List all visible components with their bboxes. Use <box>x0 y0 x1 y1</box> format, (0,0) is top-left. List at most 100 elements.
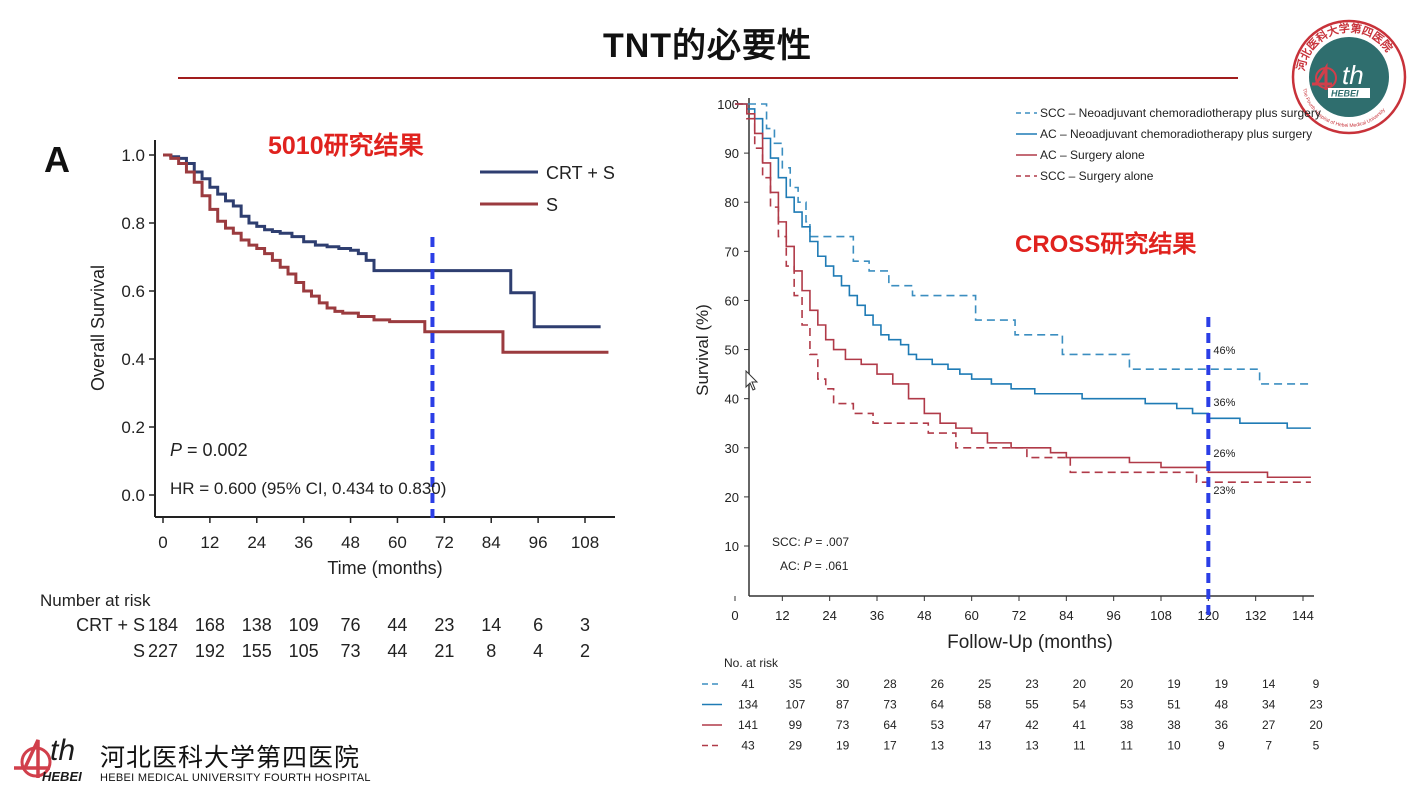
x-tick-label: 48 <box>917 608 931 623</box>
x-tick-label: 48 <box>341 533 360 552</box>
x-tick-label: 108 <box>571 533 599 552</box>
risk-value: 14 <box>481 615 501 635</box>
risk-value: 73 <box>836 718 850 732</box>
risk-value: 2 <box>580 641 590 661</box>
risk-value: 107 <box>785 698 805 712</box>
risk-value: 155 <box>242 641 272 661</box>
mouse-cursor-icon <box>745 370 759 391</box>
x-tick-label: 144 <box>1292 608 1314 623</box>
y-tick-label: 40 <box>725 392 739 407</box>
survival-end-label: 26% <box>1213 448 1235 460</box>
risk-value: 9 <box>1313 677 1320 691</box>
risk-value: 28 <box>883 677 897 691</box>
risk-value: 87 <box>836 698 850 712</box>
svg-text:th: th <box>50 734 75 767</box>
risk-value: 11 <box>1073 739 1086 753</box>
x-tick-label: 0 <box>158 533 167 552</box>
x-tick-label: 60 <box>388 533 407 552</box>
risk-value: 11 <box>1120 739 1133 753</box>
x-tick-label: 72 <box>435 533 454 552</box>
risk-value: 51 <box>1167 698 1181 712</box>
y-tick-label: 0.2 <box>121 418 145 437</box>
risk-value: 184 <box>148 615 178 635</box>
y-tick-label: 0.4 <box>121 350 145 369</box>
legend-label: AC – Neoadjuvant chemoradiotherapy plus … <box>1040 127 1312 141</box>
legend-label: S <box>546 195 558 215</box>
risk-row-name: CRT + S <box>76 615 145 635</box>
survival-end-label: 36% <box>1213 397 1235 409</box>
p-value-label: P = 0.002 <box>170 440 248 460</box>
risk-table-label: Number at risk <box>40 591 151 610</box>
risk-value: 19 <box>836 739 850 753</box>
risk-value: 13 <box>931 739 945 753</box>
x-tick-label: 84 <box>1059 608 1073 623</box>
hospital-seal-logo: 河北医科大学第四医院 The Fourth Hospital of Hebei … <box>1291 19 1407 135</box>
survival-curve-2 <box>735 103 1311 479</box>
risk-value: 7 <box>1265 739 1272 753</box>
hospital-name-en: HEBEI MEDICAL UNIVERSITY FOURTH HOSPITAL <box>100 772 371 784</box>
risk-value: 54 <box>1073 698 1087 712</box>
kaplan-meier-cross-chart: 10 20 30 40 50 60 70 80 90 100 0 12 24 36 48 60 72 84 96 10… <box>693 97 1323 753</box>
risk-value: 3 <box>580 615 590 635</box>
risk-value: 36 <box>1215 718 1229 732</box>
p-value-label: SCC: P = .007 <box>772 535 849 549</box>
survival-curve-s <box>163 153 609 354</box>
y-axis-label: Overall Survival <box>88 265 108 391</box>
risk-value: 48 <box>1215 698 1229 712</box>
y-tick-label: 0.0 <box>121 486 145 505</box>
risk-value: 73 <box>341 641 361 661</box>
x-tick-label: 108 <box>1150 608 1172 623</box>
y-tick-label: 0.6 <box>121 282 145 301</box>
risk-value: 21 <box>434 641 454 661</box>
x-tick-label: 120 <box>1197 608 1219 623</box>
x-axis-label: Time (months) <box>327 558 442 578</box>
y-tick-label: 0.8 <box>121 214 145 233</box>
risk-value: 58 <box>978 698 992 712</box>
risk-value: 138 <box>242 615 272 635</box>
risk-value: 27 <box>1262 718 1276 732</box>
x-tick-label: 24 <box>247 533 266 552</box>
risk-value: 47 <box>978 718 992 732</box>
y-tick-label: 90 <box>725 146 739 161</box>
study-title-cross: CROSS研究结果 <box>1015 230 1196 258</box>
svg-text:HEBEI: HEBEI <box>1331 89 1359 99</box>
legend-label: CRT + S <box>546 163 615 183</box>
survival-curve-1 <box>735 103 1311 429</box>
risk-value: 25 <box>978 677 992 691</box>
legend-label: SCC – Surgery alone <box>1040 169 1154 183</box>
y-tick-label: 10 <box>725 539 739 554</box>
risk-value: 44 <box>387 615 407 635</box>
panel-label: A <box>44 139 70 180</box>
risk-value: 38 <box>1167 718 1181 732</box>
legend-label: SCC – Neoadjuvant chemoradiotherapy plus… <box>1040 106 1321 120</box>
y-tick-label: 50 <box>725 343 739 358</box>
risk-value: 41 <box>741 677 755 691</box>
survival-end-label: 46% <box>1213 345 1235 357</box>
x-tick-label: 72 <box>1012 608 1026 623</box>
risk-value: 10 <box>1167 739 1181 753</box>
risk-table-label: No. at risk <box>724 656 779 670</box>
risk-value: 141 <box>738 718 758 732</box>
y-tick-label: 1.0 <box>121 146 145 165</box>
risk-value: 109 <box>289 615 319 635</box>
y-tick-label: 30 <box>725 441 739 456</box>
risk-value: 64 <box>883 718 897 732</box>
risk-value: 17 <box>883 739 897 753</box>
risk-value: 20 <box>1120 677 1134 691</box>
y-tick-label: 80 <box>725 195 739 210</box>
x-tick-label: 36 <box>870 608 884 623</box>
risk-value: 9 <box>1218 739 1225 753</box>
risk-value: 105 <box>289 641 319 661</box>
risk-value: 35 <box>789 677 803 691</box>
study-title-5010: 5010研究结果 <box>268 131 424 160</box>
risk-value: 34 <box>1262 698 1276 712</box>
risk-value: 23 <box>1025 677 1039 691</box>
slide-title: TNT的必要性 <box>602 27 813 65</box>
x-tick-label: 12 <box>775 608 789 623</box>
risk-value: 64 <box>931 698 945 712</box>
risk-value: 23 <box>1309 698 1323 712</box>
x-tick-label: 12 <box>200 533 219 552</box>
y-axis-label: Survival (%) <box>693 304 712 396</box>
risk-value: 76 <box>341 615 361 635</box>
risk-value: 227 <box>148 641 178 661</box>
